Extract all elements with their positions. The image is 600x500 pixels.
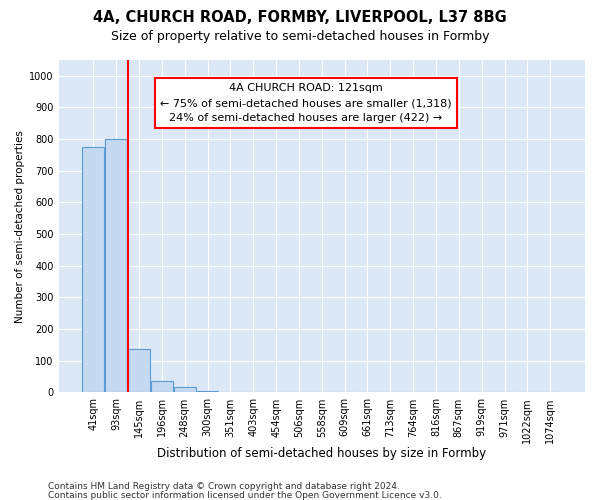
- Bar: [128, 349, 150, 393]
- Bar: [174, 387, 196, 392]
- Bar: [82, 147, 104, 392]
- Text: Contains public sector information licensed under the Open Government Licence v3: Contains public sector information licen…: [48, 491, 442, 500]
- Bar: [106, 139, 127, 392]
- Text: Size of property relative to semi-detached houses in Formby: Size of property relative to semi-detach…: [111, 30, 489, 43]
- Y-axis label: Number of semi-detached properties: Number of semi-detached properties: [15, 130, 25, 322]
- Text: 4A, CHURCH ROAD, FORMBY, LIVERPOOL, L37 8BG: 4A, CHURCH ROAD, FORMBY, LIVERPOOL, L37 …: [93, 10, 507, 25]
- Bar: [151, 382, 173, 392]
- X-axis label: Distribution of semi-detached houses by size in Formby: Distribution of semi-detached houses by …: [157, 447, 487, 460]
- Bar: [197, 391, 218, 392]
- Text: 4A CHURCH ROAD: 121sqm
← 75% of semi-detached houses are smaller (1,318)
24% of : 4A CHURCH ROAD: 121sqm ← 75% of semi-det…: [160, 84, 452, 123]
- Text: Contains HM Land Registry data © Crown copyright and database right 2024.: Contains HM Land Registry data © Crown c…: [48, 482, 400, 491]
